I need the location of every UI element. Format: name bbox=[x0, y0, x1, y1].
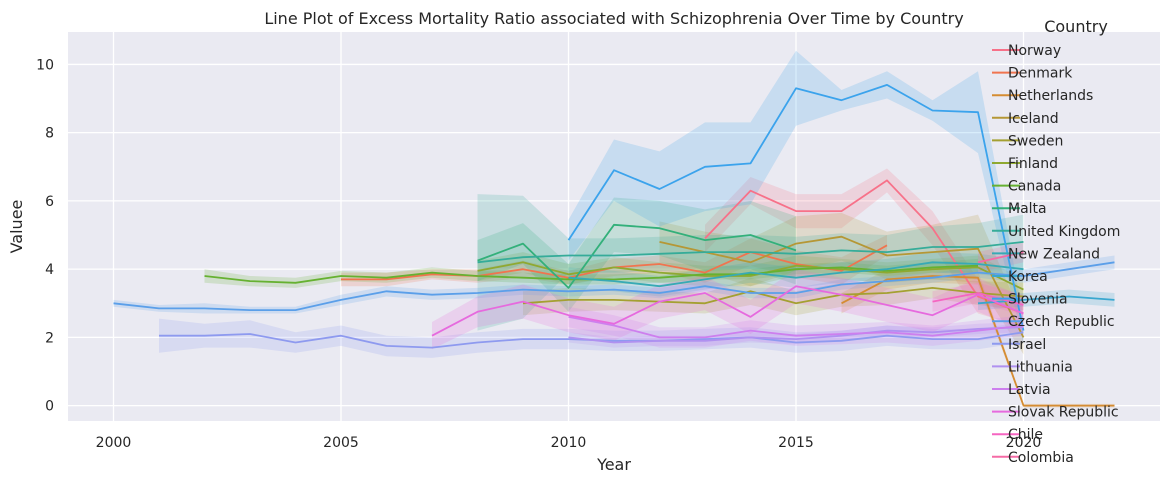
series-line bbox=[522, 286, 1024, 305]
x-tick-label: 2005 bbox=[323, 435, 359, 451]
y-tick-label: 2 bbox=[45, 330, 54, 346]
legend-label: Finland bbox=[1008, 156, 1058, 172]
confidence-band bbox=[432, 269, 1024, 350]
x-tick-label: 2015 bbox=[778, 435, 814, 451]
legend-label: Malta bbox=[1008, 201, 1047, 217]
series-line bbox=[568, 316, 1024, 339]
legend-label: Colombia bbox=[1008, 450, 1074, 466]
legend-label: Denmark bbox=[1008, 66, 1073, 82]
confidence-band bbox=[113, 255, 1115, 314]
confidence-band bbox=[568, 252, 1024, 297]
legend-label: Slovak Republic bbox=[1008, 405, 1119, 421]
series-line bbox=[841, 275, 1115, 407]
series-lines bbox=[113, 84, 1115, 407]
series-line bbox=[977, 295, 1115, 305]
legend-label: Israel bbox=[1008, 337, 1046, 353]
series-line bbox=[568, 261, 1024, 288]
series-line bbox=[431, 285, 1024, 337]
chart-title: Line Plot of Excess Mortality Ratio asso… bbox=[264, 9, 963, 28]
confidence-band bbox=[705, 168, 1024, 328]
legend-label: Canada bbox=[1008, 179, 1061, 195]
legend-label: Lithuania bbox=[1008, 359, 1073, 375]
series-line bbox=[477, 223, 797, 289]
x-axis-title: Year bbox=[596, 455, 631, 474]
y-tick-label: 10 bbox=[36, 57, 54, 73]
legend-label: Netherlands bbox=[1008, 88, 1093, 104]
series-line bbox=[477, 261, 1024, 291]
y-tick-label: 8 bbox=[45, 126, 54, 142]
confidence-band bbox=[159, 318, 1024, 358]
legend-label: Sweden bbox=[1008, 133, 1063, 149]
legend-label: Latvia bbox=[1008, 382, 1051, 398]
series-line bbox=[932, 292, 1024, 306]
confidence-band bbox=[341, 235, 887, 287]
x-tick-label: 2000 bbox=[96, 435, 132, 451]
legend-label: Czech Republic bbox=[1008, 314, 1115, 330]
plot-background bbox=[68, 32, 1160, 421]
series-line bbox=[477, 241, 1024, 264]
legend-label: Iceland bbox=[1008, 111, 1059, 127]
series-line bbox=[704, 179, 1024, 315]
series-line bbox=[113, 261, 1115, 312]
x-axis-ticks: 2000 2005 2010 2015 2020 bbox=[96, 435, 1042, 451]
series-line bbox=[568, 326, 1024, 344]
series-line bbox=[567, 84, 1025, 331]
legend-label: Korea bbox=[1008, 269, 1048, 285]
x-tick-label: 2020 bbox=[1006, 435, 1042, 451]
confidence-band bbox=[568, 50, 1024, 345]
y-tick-label: 4 bbox=[45, 262, 54, 278]
legend-title: Country bbox=[1044, 17, 1108, 36]
y-axis-title: Valuee bbox=[7, 200, 26, 254]
legend-label: New Zealand bbox=[1008, 246, 1100, 262]
confidence-band bbox=[204, 258, 978, 288]
legend-label: Chile bbox=[1008, 427, 1043, 443]
legend-label: United Kingdom bbox=[1008, 224, 1120, 240]
x-tick-label: 2010 bbox=[551, 435, 587, 451]
legend: Country Norway Denmark Netherlands Iceland S… bbox=[992, 17, 1120, 466]
y-axis-ticks: 0 2 4 6 8 10 bbox=[36, 57, 54, 414]
legend-label: Slovenia bbox=[1008, 292, 1068, 308]
y-tick-label: 6 bbox=[45, 194, 54, 210]
series-line bbox=[659, 235, 1025, 338]
confidence-band bbox=[659, 212, 1024, 355]
grid bbox=[68, 32, 1160, 421]
y-tick-label: 0 bbox=[45, 399, 54, 415]
legend-label: Norway bbox=[1008, 43, 1061, 59]
legend-items: Norway Denmark Netherlands Iceland Sweden Fin… bbox=[992, 43, 1120, 466]
